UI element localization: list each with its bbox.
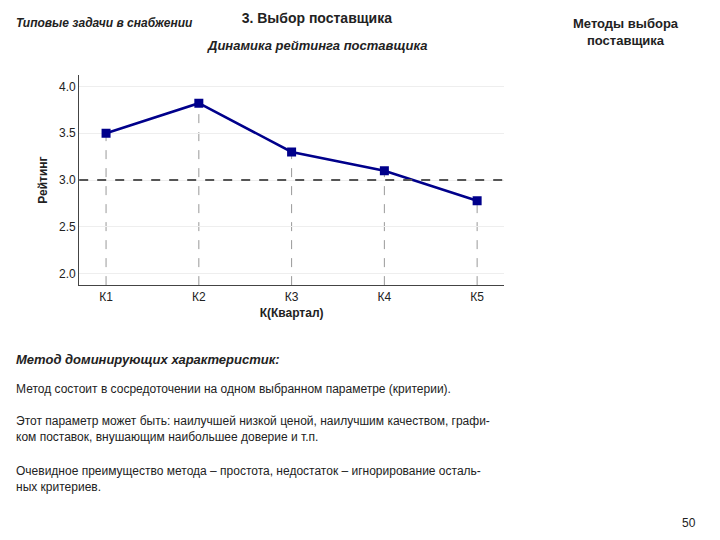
svg-text:К(Квартал): К(Квартал) (260, 306, 324, 320)
svg-text:2.0: 2.0 (59, 267, 76, 281)
svg-text:3.0: 3.0 (59, 173, 76, 187)
svg-text:Очевидное преимущество метода: Очевидное преимущество метода – простота… (16, 464, 481, 494)
svg-text:3. Выбор поставщика: 3. Выбор поставщика (242, 10, 393, 26)
svg-text:Методы выборапоставщика: Методы выборапоставщика (573, 16, 679, 48)
svg-text:К1: К1 (99, 290, 113, 304)
svg-text:К2: К2 (192, 290, 206, 304)
svg-text:К3: К3 (285, 290, 299, 304)
svg-text:Типовые задачи в снабжении: Типовые задачи в снабжении (16, 16, 193, 30)
svg-text:3.5: 3.5 (59, 126, 76, 140)
svg-text:Рейтинг: Рейтинг (36, 156, 50, 203)
svg-text:Динамика рейтинга поставщика: Динамика рейтинга поставщика (207, 38, 427, 53)
svg-text:К4: К4 (378, 290, 392, 304)
svg-text:Метод состоит в сосредоточении: Метод состоит в сосредоточении на одном … (16, 382, 451, 396)
svg-text:К5: К5 (470, 290, 484, 304)
svg-text:50: 50 (682, 516, 696, 530)
svg-text:4.0: 4.0 (59, 80, 76, 94)
svg-text:Этот параметр может быть: наил: Этот параметр может быть: наилучшей низк… (16, 414, 490, 444)
svg-text:2.5: 2.5 (59, 220, 76, 234)
svg-text:Метод доминирующих характерист: Метод доминирующих характеристик: (16, 352, 280, 367)
